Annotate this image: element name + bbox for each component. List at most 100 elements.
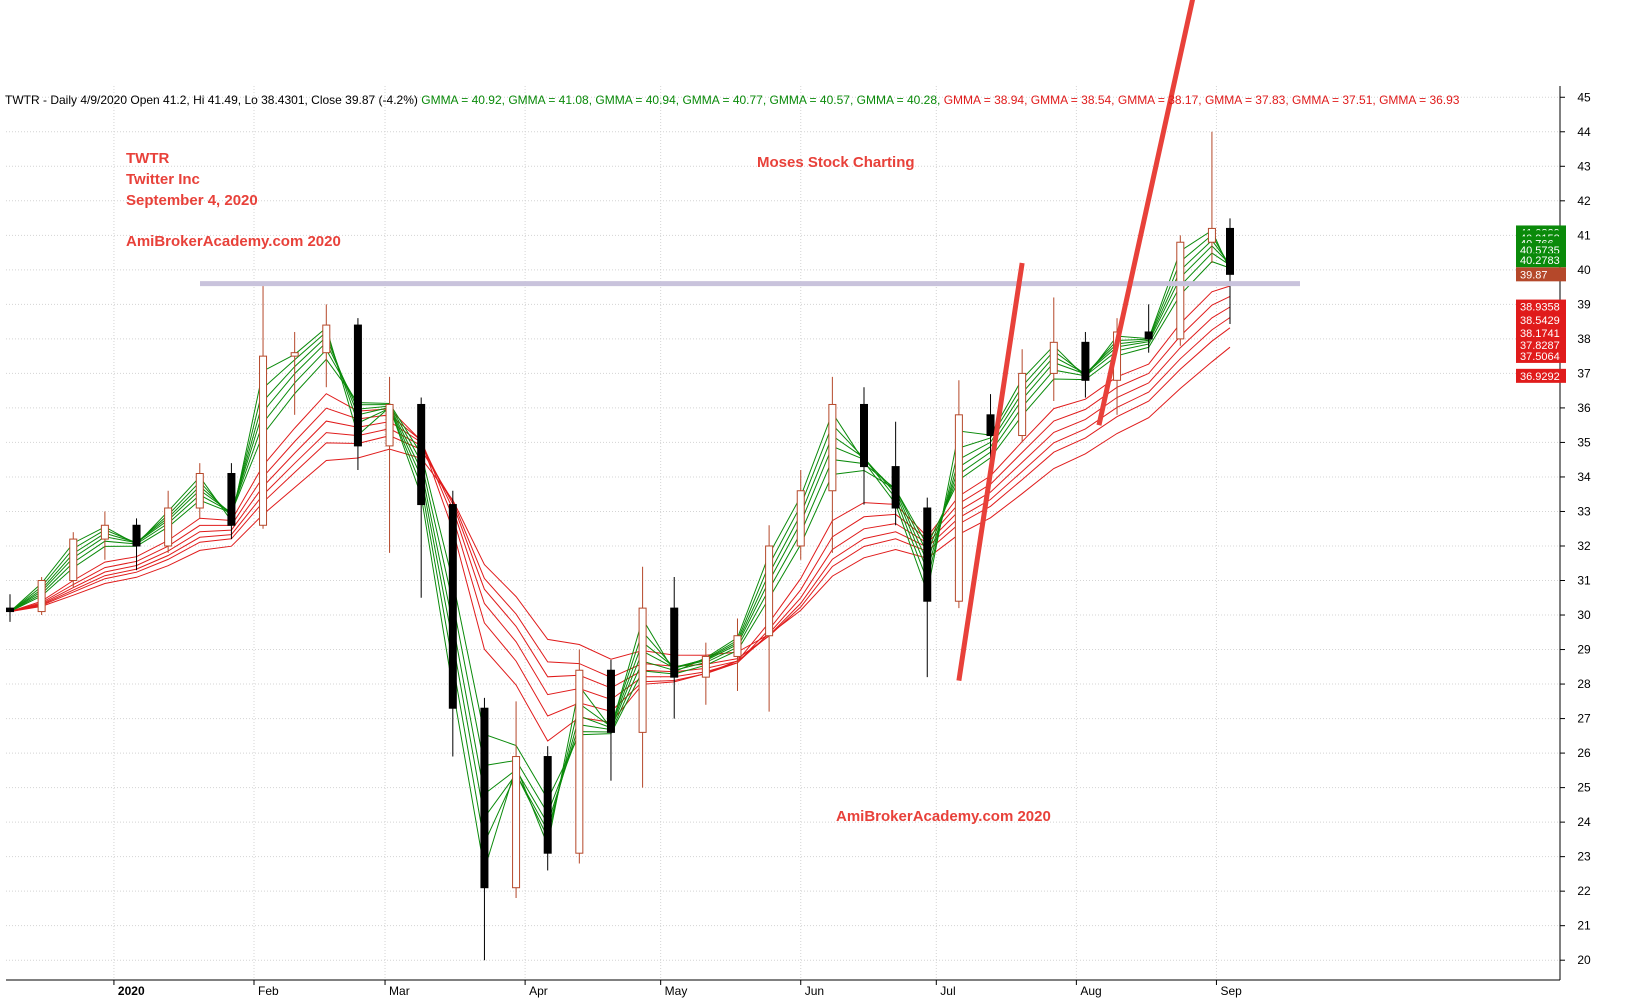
y-tick-label: 20	[1577, 953, 1591, 967]
candle-body	[480, 707, 489, 889]
x-tick-label: Feb	[258, 984, 279, 998]
long-gmma-lines	[9, 285, 1231, 742]
short-gmma-badge: 40.2783	[1520, 255, 1560, 267]
gmma-short-4: 40.77	[732, 93, 763, 107]
y-tick-label: 32	[1577, 539, 1591, 553]
x-tick-label: Sep	[1220, 984, 1242, 998]
annotation-ticker: TWTR	[126, 150, 170, 167]
x-tick-label: 2020	[118, 984, 145, 998]
long-gmma-badge: 38.5429	[1520, 315, 1560, 327]
y-tick-label: 28	[1577, 677, 1591, 691]
gmma-label: GMMA	[595, 93, 633, 107]
x-tick-label: Jul	[940, 984, 955, 998]
candle-body	[954, 414, 963, 602]
candle-body	[923, 507, 932, 602]
y-tick-label: 21	[1577, 919, 1591, 933]
y-tick-label: 23	[1577, 850, 1591, 864]
y-tick-label: 25	[1577, 781, 1591, 795]
gmma-label: GMMA	[682, 93, 720, 107]
gmma-short-5: 40.57	[819, 93, 850, 107]
y-tick-label: 29	[1577, 643, 1591, 657]
candle-body	[512, 756, 521, 889]
gmma-label: GMMA	[508, 93, 545, 107]
annotation-date: September 4, 2020	[126, 192, 258, 209]
candle-body	[670, 607, 679, 678]
annotation-site-top: AmiBrokerAcademy.com 2020	[126, 233, 341, 250]
short-gmma-line	[9, 252, 1231, 815]
candle-body	[6, 607, 14, 613]
y-tick-label: 30	[1577, 608, 1591, 622]
candle-body	[1144, 331, 1153, 340]
long-gmma-line	[9, 285, 1231, 742]
candle-body	[353, 324, 362, 447]
y-tick-label: 26	[1577, 746, 1591, 760]
candle-body	[385, 403, 394, 447]
short-gmma-line	[9, 229, 1231, 870]
short-gmma-line	[9, 239, 1231, 832]
candle-body	[259, 355, 268, 526]
candle-body	[1207, 227, 1216, 243]
gmma-long-4: 37.83	[1255, 93, 1286, 107]
long-gmma-badge: 38.1741	[1520, 328, 1560, 340]
candle-body	[575, 669, 584, 854]
y-tick-label: 35	[1577, 435, 1591, 449]
candle-body	[1081, 341, 1090, 381]
grid-layer	[6, 86, 1561, 981]
gmma-long-1: 38.94	[994, 93, 1025, 107]
candle-body	[606, 669, 615, 733]
candle-body	[860, 403, 868, 468]
trend-line	[1096, 0, 1196, 426]
candles	[6, 131, 1234, 961]
long-gmma-badge: 37.5064	[1520, 351, 1560, 363]
gmma-short-3: 40.94	[645, 93, 676, 107]
short-gmma-line	[9, 261, 1231, 801]
candle-body	[891, 466, 900, 509]
long-gmma-badge: 36.9292	[1520, 371, 1560, 383]
long-gmma-line	[9, 306, 1231, 701]
y-tick-label: 42	[1577, 194, 1591, 208]
y-tick-label: 38	[1577, 332, 1591, 346]
gmma-label: GMMA	[1379, 93, 1416, 107]
y-tick-label: 39	[1577, 297, 1591, 311]
long-gmma-badge: 38.9358	[1520, 302, 1560, 314]
candle-body	[448, 504, 457, 709]
candle-body	[227, 472, 236, 526]
chart-header: TWTR - Daily 4/9/2020 Open 41.2, Hi 41.4…	[5, 93, 1460, 107]
y-tick-label: 34	[1577, 470, 1591, 484]
y-tick-label: 31	[1577, 574, 1591, 588]
y-tick-label: 40	[1577, 263, 1591, 277]
long-gmma-badge-bg	[1516, 299, 1566, 314]
candle-body	[543, 756, 552, 854]
gmma-long-2: 38.54	[1081, 93, 1112, 107]
long-gmma-badge: 37.8287	[1520, 340, 1560, 352]
candle-body	[701, 655, 710, 678]
gmma-long-5: 37.51	[1342, 93, 1373, 107]
y-tick-label: 27	[1577, 712, 1591, 726]
gmma-long-6: 36.93	[1429, 93, 1460, 107]
y-tick-label: 33	[1577, 504, 1591, 518]
y-tick-label: 37	[1577, 366, 1591, 380]
candle-body	[37, 580, 46, 613]
price-axis: 20 21 22 23 24 25 26 27 28 29 30 31 32 33 34 35 36 37 38 39…	[113, 90, 1591, 998]
x-tick-label: Apr	[529, 984, 548, 998]
candle-body	[765, 545, 774, 637]
long-gmma-badge-bg	[1516, 325, 1566, 340]
long-gmma-badge-bg	[1516, 313, 1566, 328]
short-gmma-line	[9, 245, 1231, 825]
candle-body	[986, 414, 995, 437]
gmma-label: GMMA	[1117, 93, 1155, 107]
gmma-short-1: 40.92	[471, 93, 502, 107]
gmma-label: GMMA	[1204, 93, 1242, 107]
short-gmma-lines	[9, 229, 1231, 870]
long-gmma-badge-bg	[1516, 368, 1566, 383]
trend-line	[956, 262, 1025, 681]
x-tick-label: Jun	[805, 984, 824, 998]
candle-body	[1176, 241, 1185, 340]
candle-body	[195, 472, 204, 509]
gmma-short-2: 41.08	[558, 93, 589, 107]
last-close-badge: 39.87	[1520, 269, 1548, 281]
value-badges: 41.082940.940440.915840.76640.573540.278…	[1516, 225, 1566, 383]
gmma-label: GMMA	[1292, 93, 1329, 107]
